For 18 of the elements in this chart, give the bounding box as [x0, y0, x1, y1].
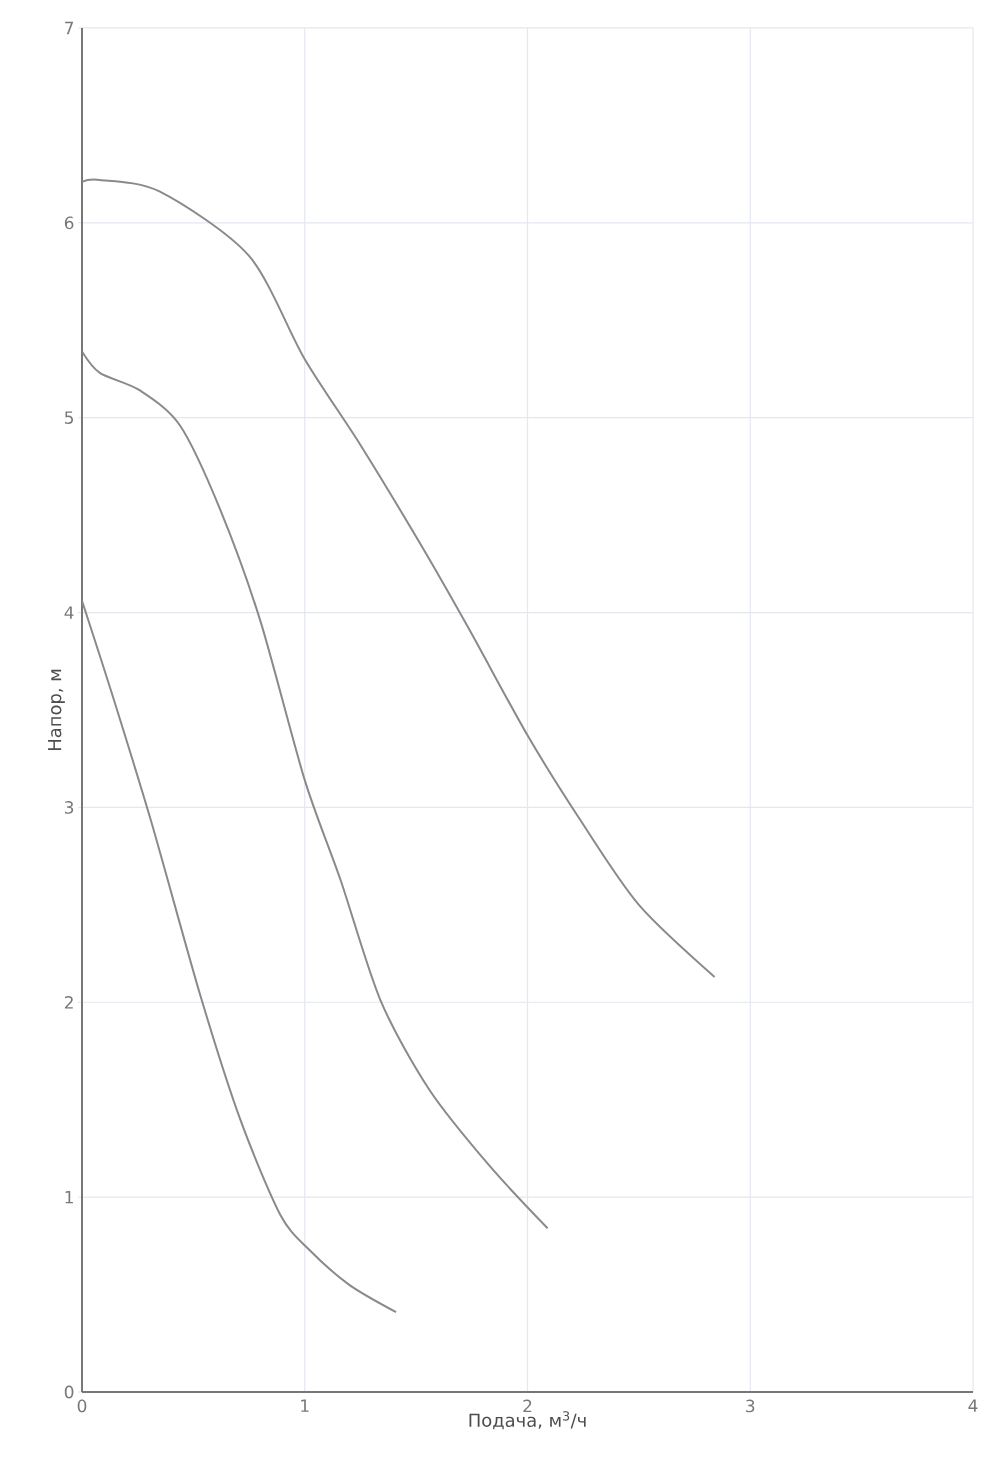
y-tick-label: 2 [64, 995, 73, 1009]
y-tick-label: 4 [64, 606, 74, 619]
x-tick-label: 2 [523, 1399, 532, 1413]
x-tick-label: 3 [746, 1399, 755, 1413]
y-axis-title: Напор, м [48, 669, 65, 750]
line-series [82, 178, 716, 978]
x-axis-title: Подача, м$^{3}$/ч [469, 1411, 586, 1430]
y-tick-label: 5 [65, 411, 73, 424]
line-series [82, 350, 549, 1230]
x-tick-label: 1 [301, 1399, 309, 1412]
y-tick-label: 3 [65, 801, 74, 814]
line-series [82, 599, 398, 1314]
y-tick-label: 7 [65, 21, 74, 35]
x-tick-label: 4 [968, 1399, 978, 1412]
y-tick-label: 1 [65, 1190, 73, 1204]
y-tick-label: 6 [64, 216, 74, 230]
y-tick-label: 0 [64, 1385, 74, 1399]
x-tick-label: 0 [77, 1399, 87, 1413]
